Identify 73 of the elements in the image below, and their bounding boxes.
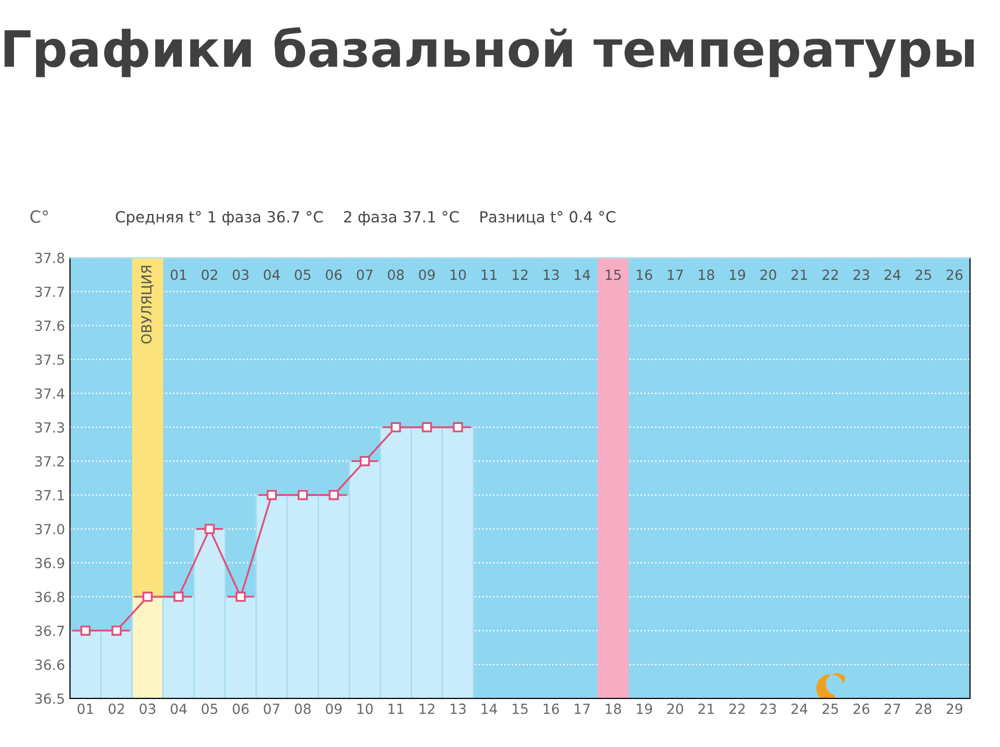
x-tick-label: 17	[574, 704, 590, 714]
x-tick-label: 09	[326, 704, 342, 714]
x2-tick-label: 10	[450, 270, 466, 280]
x-tick-label: 08	[294, 704, 311, 714]
x2-tick-label: 19	[730, 270, 746, 280]
x2-tick-label: 14	[574, 270, 590, 280]
x2-tick-label: 22	[822, 270, 838, 280]
x2-tick-label: 01	[170, 270, 186, 280]
y-tick-label: 37.4	[35, 388, 64, 399]
x-tick-label: 04	[170, 704, 187, 714]
y-tick-label: 37.5	[35, 354, 64, 365]
x2-tick-label: 26	[946, 270, 962, 280]
x2-tick-label: 04	[264, 270, 280, 280]
x2-tick-label: 12	[512, 270, 528, 280]
x2-tick-label: 05	[294, 270, 310, 280]
x-tick-label: 03	[140, 704, 156, 714]
x2-tick-label: 16	[636, 270, 652, 280]
x-tick-label: 05	[202, 704, 218, 714]
x-tick-label: 10	[358, 704, 373, 714]
x-tick-label: 19	[636, 704, 652, 714]
x2-tick-label: 09	[418, 270, 435, 280]
x2-tick-label: 07	[356, 270, 372, 280]
chart-subtitle: Средняя t° 1 фаза 36.7 °C 2 фаза 37.1 °C Разница t° 0.4 °C	[116, 211, 616, 226]
y-tick-label: 36.6	[35, 660, 64, 670]
x2-tick-label: 18	[698, 270, 714, 280]
x2-tick-label: 23	[854, 270, 870, 280]
y-tick-label: 36.9	[35, 558, 64, 568]
x2-tick-label: 02	[202, 270, 218, 280]
x-tick-label: 15	[512, 704, 528, 714]
y-tick-label: 37.7	[35, 286, 64, 298]
y-tick-label: 37.1	[35, 490, 64, 501]
x2-tick-label: 17	[668, 270, 683, 280]
x-tick-label: 07	[264, 704, 280, 714]
x2-tick-label: 21	[791, 270, 807, 280]
chart-title: Графики базальной температуры	[4, 27, 974, 78]
x-tick-label: 06	[232, 704, 249, 714]
y-tick-label: 36.8	[35, 592, 64, 602]
x-tick-label: 22	[729, 704, 745, 714]
x2-tick-label: 24	[884, 270, 900, 280]
x-tick-label: 24	[791, 704, 808, 714]
x-tick-label: 01	[78, 704, 94, 714]
x-tick-label: 18	[606, 704, 621, 714]
x-tick-label: 13	[450, 704, 466, 714]
y-tick-label: 37.3	[35, 422, 64, 433]
y-tick-label: 37.0	[35, 524, 64, 534]
x2-tick-label: 03	[232, 270, 248, 280]
x2-tick-label: 06	[326, 270, 342, 280]
x-tick-label: 02	[108, 704, 124, 714]
x2-tick-label: 11	[482, 270, 497, 280]
x-tick-label: 25	[822, 704, 838, 714]
x-tick-label: 26	[854, 704, 870, 714]
x-tick-label: 29	[946, 704, 962, 714]
y-axis-title: C°	[30, 210, 48, 223]
x-tick-label: 14	[482, 704, 498, 714]
band-label: ОВУЛЯЦИЯ	[141, 266, 154, 344]
y-tick-label: 36.7	[35, 626, 64, 636]
y-tick-label: 37.8	[35, 252, 64, 264]
x-tick-label: 27	[884, 704, 900, 714]
x-tick-label: 11	[388, 704, 404, 714]
y-tick-label: 36.5	[35, 693, 64, 704]
x-tick-label: 12	[420, 704, 434, 714]
x-tick-label: 28	[916, 704, 932, 714]
y-tick-label: 37.2	[35, 456, 64, 467]
x-tick-label: 23	[760, 704, 776, 714]
x2-tick-label: 08	[388, 270, 404, 280]
x2-tick-label: 13	[544, 270, 559, 280]
x-tick-label: 20	[667, 704, 684, 714]
y-tick-label: 37.6	[35, 320, 64, 331]
x2-tick-label: 15	[606, 270, 621, 280]
x-tick-label: 21	[698, 704, 714, 714]
x-tick-label: 16	[544, 704, 559, 714]
x2-tick-label: 25	[916, 270, 932, 280]
x2-tick-label: 20	[760, 270, 776, 280]
